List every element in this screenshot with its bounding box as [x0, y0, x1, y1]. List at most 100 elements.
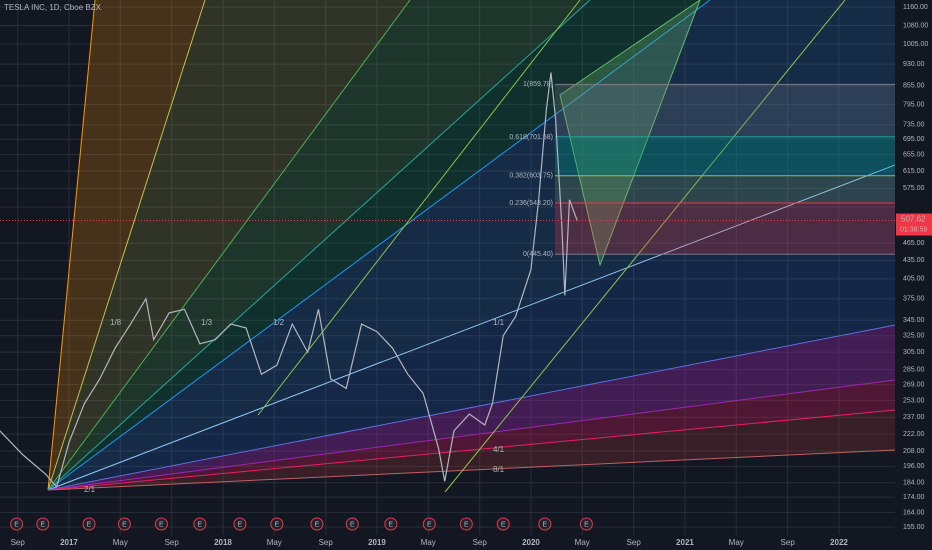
y-tick-label: 196.00 [903, 463, 925, 470]
earnings-marker [496, 517, 510, 531]
earnings-label: E [238, 521, 243, 528]
y-tick-label: 375.00 [903, 296, 925, 303]
fib-band [555, 136, 895, 176]
y-tick-label: 184.00 [903, 480, 925, 487]
earnings-label: E [427, 521, 432, 528]
y-tick-label: 655.00 [903, 152, 925, 159]
fib-label: 0.618(701.58) [509, 134, 553, 141]
earnings-label: E [315, 521, 320, 528]
x-tick-label: 2021 [676, 538, 694, 547]
fib-band [555, 175, 895, 204]
x-tick-label: May [729, 538, 744, 547]
y-tick-label: 237.00 [903, 414, 925, 421]
fib-label: 0(445.40) [523, 251, 553, 258]
fib-band [555, 84, 895, 137]
gann-fan [47, 0, 896, 493]
fib-label: 0.236(543.20) [509, 200, 553, 207]
fan-label: 1/3 [201, 318, 213, 327]
x-tick-label: Sep [627, 538, 642, 547]
y-tick-label: 305.00 [903, 349, 925, 356]
earnings-marker [422, 517, 436, 531]
fib-band [555, 203, 895, 255]
price-axis [895, 0, 932, 550]
y-tick-label: 735.00 [903, 122, 925, 129]
fan-label: 1/1 [493, 318, 505, 327]
y-tick-label: 695.00 [903, 136, 925, 143]
earnings-marker [82, 517, 96, 531]
x-tick-label: May [421, 538, 436, 547]
earnings-label: E [14, 521, 19, 528]
x-tick-label: Sep [473, 538, 488, 547]
earnings-label: E [198, 521, 203, 528]
earnings-marker [310, 517, 324, 531]
y-tick-label: 930.00 [903, 61, 925, 68]
x-tick-label: 2019 [368, 538, 386, 547]
earnings-label: E [159, 521, 164, 528]
earnings-marker [193, 517, 207, 531]
countdown: 01:38:59 [900, 226, 927, 233]
x-tick-label: May [113, 538, 128, 547]
y-tick-label: 269.00 [903, 381, 925, 388]
chart-title: TESLA INC, 1D, Cboe BZX [4, 3, 102, 12]
y-tick-label: 575.00 [903, 185, 925, 192]
earnings-marker [459, 517, 473, 531]
y-tick-label: 285.00 [903, 366, 925, 373]
earnings-label: E [388, 521, 393, 528]
earnings-marker [117, 517, 131, 531]
y-tick-label: 405.00 [903, 276, 925, 283]
y-tick-label: 208.00 [903, 448, 925, 455]
y-tick-label: 174.00 [903, 494, 925, 501]
last-price-label: 507.62 [901, 215, 926, 224]
y-tick-label: 1160.00 [903, 4, 928, 11]
earnings-marker [154, 517, 168, 531]
y-tick-label: 253.00 [903, 397, 925, 404]
y-tick-label: 155.00 [903, 524, 925, 531]
fib-label: 1(859.78) [523, 81, 553, 88]
channel-line [444, 0, 846, 493]
x-tick-label: Sep [165, 538, 180, 547]
earnings-label: E [122, 521, 127, 528]
y-tick-label: 345.00 [903, 317, 925, 324]
y-tick-label: 164.00 [903, 509, 925, 516]
y-tick-label: 465.00 [903, 240, 925, 247]
y-tick-label: 325.00 [903, 333, 925, 340]
y-tick-label: 1005.00 [903, 41, 928, 48]
earnings-label: E [87, 521, 92, 528]
fib-label: 0.382(603.75) [509, 173, 553, 180]
earnings-marker [233, 517, 247, 531]
earnings-label: E [542, 521, 547, 528]
earnings-label: E [350, 521, 355, 528]
x-tick-label: Sep [319, 538, 334, 547]
earnings-marker [270, 517, 284, 531]
time-axis [0, 535, 895, 550]
earnings-label: E [464, 521, 469, 528]
y-tick-label: 1080.00 [903, 22, 928, 29]
fan-label: 1/2 [273, 318, 285, 327]
x-tick-label: Sep [11, 538, 26, 547]
fib-retracement: 1(859.78) 0.618(701.58) 0.382(603.75) 0.236… [84, 81, 895, 494]
y-tick-label: 795.00 [903, 101, 925, 108]
x-tick-label: 2018 [214, 538, 232, 547]
earnings-marker [345, 517, 359, 531]
fan-label: 2/1 [84, 485, 96, 494]
earnings-marker [36, 517, 50, 531]
channel-line [257, 0, 581, 416]
x-tick-label: 2017 [60, 538, 78, 547]
y-tick-label: 855.00 [903, 83, 925, 90]
fan-rays [47, 0, 896, 491]
y-tick-label: 222.00 [903, 431, 925, 438]
earnings-marker [538, 517, 552, 531]
earnings-marker [384, 517, 398, 531]
fan-label: 1/8 [110, 318, 122, 327]
earnings-label: E [40, 521, 45, 528]
fan-label: 4/1 [493, 445, 505, 454]
earnings-label: E [501, 521, 506, 528]
x-tick-label: 2022 [830, 538, 848, 547]
earnings-label: E [584, 521, 589, 528]
x-tick-label: May [267, 538, 282, 547]
x-tick-label: Sep [781, 538, 796, 547]
y-tick-label: 435.00 [903, 257, 925, 264]
